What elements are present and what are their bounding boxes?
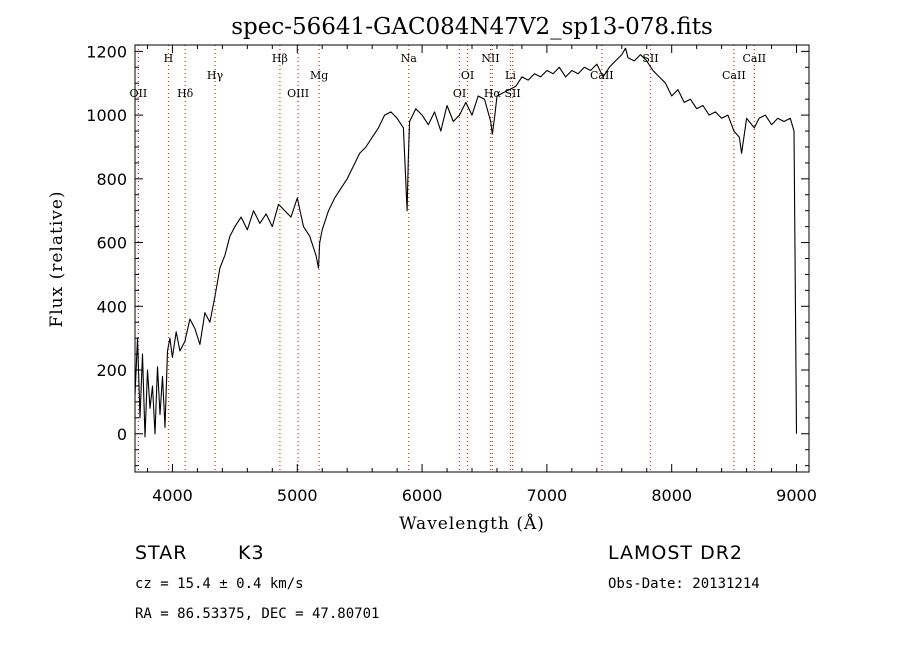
object-class: STAR <box>135 542 188 564</box>
spectral-line-label: Hβ <box>272 52 288 65</box>
spectral-line-label: NII <box>481 52 499 65</box>
x-tick-label: 7000 <box>527 486 568 505</box>
y-tick-label: 600 <box>96 234 127 253</box>
x-tick-label: 9000 <box>776 486 817 505</box>
x-tick-label: 6000 <box>402 486 443 505</box>
y-tick-label: 1200 <box>86 42 127 61</box>
axis-ticks: 4000 5000 6000 7000 8000 9000 0 200 400 600 800 100… <box>86 42 817 505</box>
coordinates: RA = 86.53375, DEC = 47.80701 <box>135 606 380 622</box>
redshift-value: cz = 15.4 ± 0.4 km/s <box>135 576 304 592</box>
x-axis-label: Wavelength (Å) <box>399 513 545 534</box>
spectral-line-label: Mg <box>310 69 328 82</box>
x-tick-label: 4000 <box>152 486 193 505</box>
y-tick-label: 0 <box>117 425 127 444</box>
spectral-line-label: OIII <box>287 87 309 100</box>
spectral-subclass: K3 <box>238 542 265 564</box>
survey-release: LAMOST DR2 <box>608 542 743 564</box>
y-axis-label: Flux (relative) <box>47 190 67 327</box>
x-tick-label: 8000 <box>651 486 692 505</box>
spectral-line-label: SII <box>642 52 658 65</box>
observation-date: Obs-Date: 20131214 <box>608 576 760 592</box>
plot-frame <box>134 44 810 473</box>
y-tick-label: 1000 <box>86 106 127 125</box>
spectral-line-label: CaII <box>742 52 766 65</box>
flux-series <box>134 47 798 438</box>
spectral-line-label: OI <box>461 69 474 82</box>
spectral-line-label: OI <box>453 87 466 100</box>
y-tick-label: 800 <box>96 170 127 189</box>
spectral-line-label: Na <box>401 52 418 65</box>
x-tick-label: 5000 <box>277 486 318 505</box>
spectral-line-label: Hδ <box>177 87 194 100</box>
y-tick-label: 400 <box>96 297 127 316</box>
spectral-line-label: Hγ <box>207 69 224 82</box>
chart-title: spec-56641-GAC084N47V2_sp13-078.fits <box>231 14 713 40</box>
y-tick-label: 200 <box>96 361 127 380</box>
spectral-line-label: Li <box>505 69 516 82</box>
spectral-line-label: OII <box>130 87 148 100</box>
flux-line <box>134 47 798 438</box>
spectral-line-label: SII <box>504 87 520 100</box>
spectral-line-label: Hα <box>484 87 502 100</box>
spectral-line-label: H <box>164 52 174 65</box>
spectral-line-label: CaII <box>722 69 746 82</box>
